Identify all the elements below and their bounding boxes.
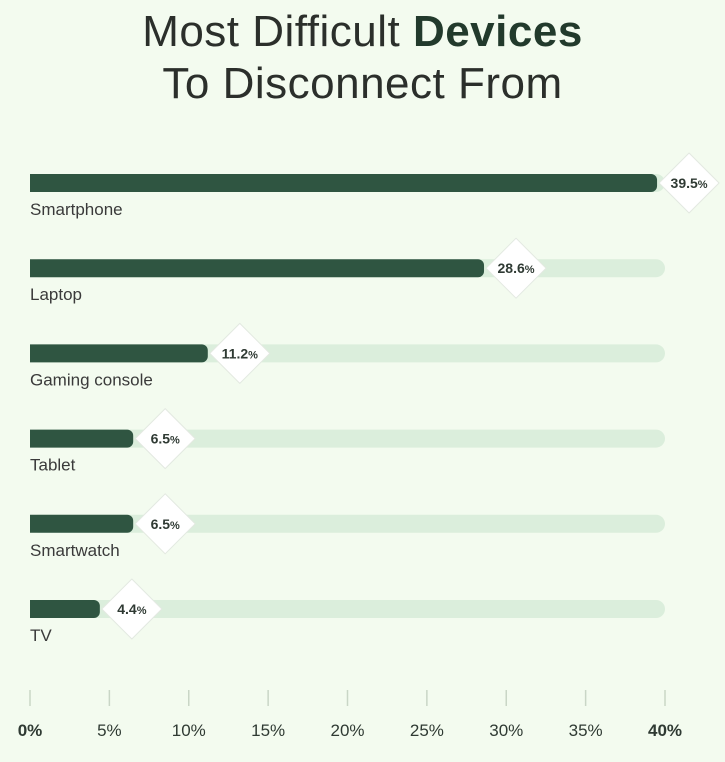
category-label: Smartwatch bbox=[30, 541, 120, 560]
chart-title: Most Difficult Devices To Disconnect Fro… bbox=[0, 6, 725, 110]
value-label: 39.5% bbox=[671, 175, 708, 191]
x-tick-label: 20% bbox=[330, 721, 364, 740]
bar bbox=[30, 259, 485, 278]
value-badge bbox=[134, 408, 196, 470]
bar-row: 6.5% Smartwatch bbox=[30, 493, 665, 560]
value-label: 4.4% bbox=[117, 601, 146, 617]
x-tick-label: 25% bbox=[410, 721, 444, 740]
value-label: 28.6% bbox=[498, 260, 535, 276]
bar bbox=[30, 429, 134, 448]
bar-row: 6.5% Tablet bbox=[30, 408, 665, 475]
title-prefix: Most Difficult bbox=[142, 7, 413, 56]
title-line-2: To Disconnect From bbox=[162, 59, 563, 108]
value-badge bbox=[101, 578, 163, 640]
x-tick-label: 30% bbox=[489, 721, 523, 740]
bar-row: 4.4% TV bbox=[30, 578, 665, 645]
x-tick-label: 10% bbox=[172, 721, 206, 740]
category-label: Laptop bbox=[30, 285, 82, 304]
x-tick-label: 40% bbox=[648, 721, 682, 740]
bar bbox=[30, 344, 208, 363]
title-line-1: Most Difficult Devices bbox=[0, 6, 725, 58]
x-tick-label: 5% bbox=[97, 721, 122, 740]
category-label: Gaming console bbox=[30, 370, 153, 389]
category-label: Tablet bbox=[30, 456, 76, 475]
x-tick-label: 0% bbox=[18, 721, 43, 740]
value-badge bbox=[485, 237, 547, 299]
value-label: 11.2% bbox=[222, 345, 258, 361]
bar-row: 11.2% Gaming console bbox=[30, 322, 665, 389]
x-tick-label: 35% bbox=[569, 721, 603, 740]
category-label: TV bbox=[30, 626, 52, 645]
title-bold-word: Devices bbox=[412, 7, 583, 56]
bar bbox=[30, 600, 100, 618]
category-label: Smartphone bbox=[30, 200, 123, 219]
value-label: 6.5% bbox=[151, 516, 180, 532]
x-tick-label: 15% bbox=[251, 721, 285, 740]
bar bbox=[30, 514, 134, 533]
value-badge bbox=[134, 493, 196, 555]
bar-track bbox=[30, 600, 665, 618]
bar bbox=[30, 174, 658, 192]
bar-row: 28.6% Laptop bbox=[30, 237, 665, 304]
value-badge bbox=[209, 322, 271, 384]
bar-row: 39.5% Smartphone bbox=[30, 152, 720, 219]
value-badge bbox=[658, 152, 720, 214]
value-label: 6.5% bbox=[151, 431, 180, 447]
